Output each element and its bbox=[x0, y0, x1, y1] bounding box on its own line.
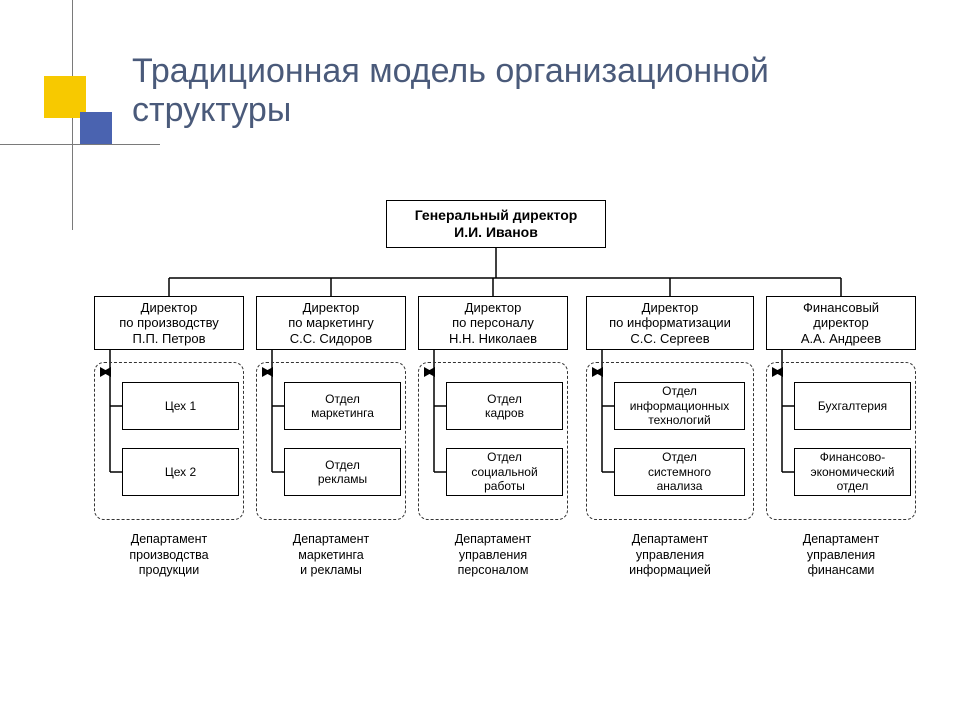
unit-box: Цех 2 bbox=[122, 448, 239, 496]
title-decoration bbox=[28, 60, 148, 180]
unit-box: Цех 1 bbox=[122, 382, 239, 430]
department-label: Департаментуправленияперсоналом bbox=[418, 532, 568, 586]
root-box: Генеральный директорИ.И. Иванов bbox=[386, 200, 606, 248]
director-box: Директорпо производствуП.П. Петров bbox=[94, 296, 244, 350]
director-box: Директорпо информатизацииС.С. Сергеев bbox=[586, 296, 754, 350]
director-box: Директорпо персоналуН.Н. Николаев bbox=[418, 296, 568, 350]
unit-box: Бухгалтерия bbox=[794, 382, 911, 430]
director-box: Директорпо маркетингуС.С. Сидоров bbox=[256, 296, 406, 350]
unit-box: Отделкадров bbox=[446, 382, 563, 430]
department-label: Департаментмаркетингаи рекламы bbox=[256, 532, 406, 586]
department-label: Департаментуправленияинформацией bbox=[595, 532, 745, 586]
director-box: ФинансовыйдиректорА.А. Андреев bbox=[766, 296, 916, 350]
unit-box: Отделинформационныхтехнологий bbox=[614, 382, 745, 430]
unit-box: Отделсоциальнойработы bbox=[446, 448, 563, 496]
department-label: Департаментпроизводствапродукции bbox=[94, 532, 244, 586]
department-label: Департаментуправленияфинансами bbox=[766, 532, 916, 586]
slide: Традиционная модель организационнойструк… bbox=[0, 0, 960, 720]
org-chart: Генеральный директорИ.И. Иванов Директорп… bbox=[76, 200, 916, 660]
slide-title: Традиционная модель организационнойструк… bbox=[132, 52, 912, 130]
unit-box: Отделрекламы bbox=[284, 448, 401, 496]
unit-box: Финансово-экономическийотдел bbox=[794, 448, 911, 496]
unit-box: Отделсистемногоанализа bbox=[614, 448, 745, 496]
unit-box: Отделмаркетинга bbox=[284, 382, 401, 430]
